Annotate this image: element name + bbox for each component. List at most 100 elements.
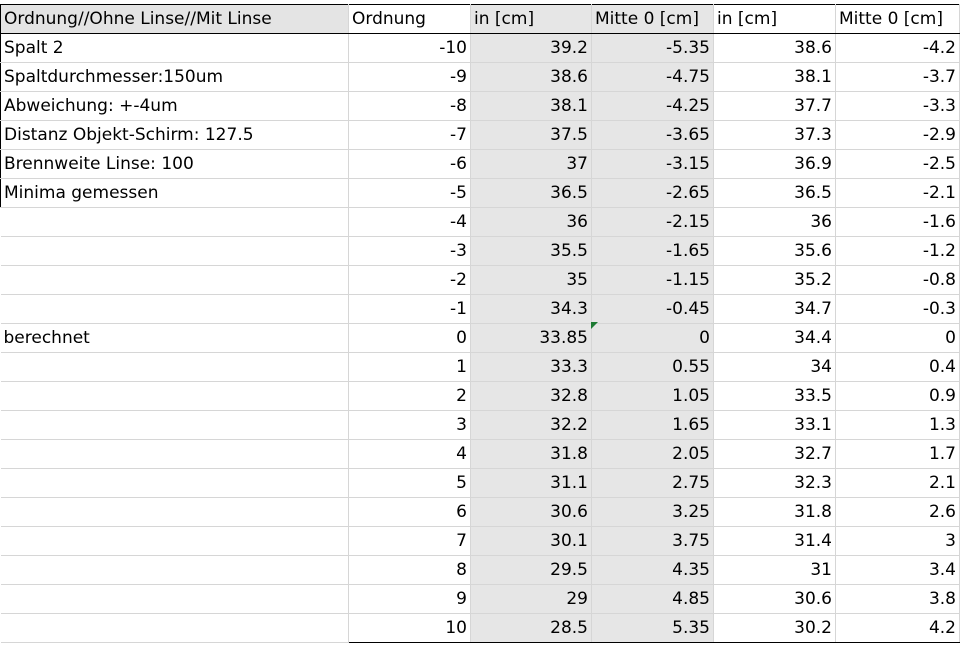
note-cell[interactable] (0, 207, 349, 237)
ordnung-cell[interactable]: -10 (348, 33, 471, 63)
mit-mitte-cell[interactable]: 0.4 (835, 352, 960, 382)
header-cell-mit-in[interactable]: in [cm] (713, 4, 836, 34)
note-cell[interactable] (0, 497, 349, 527)
note-cell[interactable] (0, 410, 349, 440)
header-cell-ohne-in[interactable]: in [cm] (470, 4, 592, 34)
ohne-in-cell[interactable]: 37 (470, 149, 592, 179)
mit-mitte-cell[interactable]: 1.7 (835, 439, 960, 469)
note-cell[interactable] (0, 526, 349, 556)
ohne-in-cell[interactable]: 31.1 (470, 468, 592, 498)
mit-in-cell[interactable]: 32.7 (713, 439, 836, 469)
ohne-in-cell[interactable]: 30.1 (470, 526, 592, 556)
ohne-in-cell[interactable]: 33.3 (470, 352, 592, 382)
mit-in-cell[interactable]: 37.7 (713, 91, 836, 121)
ordnung-cell[interactable]: 2 (348, 381, 471, 411)
note-cell[interactable]: Distanz Objekt-Schirm: 127.5 (0, 120, 349, 150)
ohne-mitte-cell[interactable]: 1.65 (591, 410, 714, 440)
mit-in-cell[interactable]: 31 (713, 555, 836, 585)
mit-in-cell[interactable]: 34 (713, 352, 836, 382)
mit-in-cell[interactable]: 36.9 (713, 149, 836, 179)
note-cell[interactable] (0, 294, 349, 324)
ohne-mitte-cell[interactable]: 3.25 (591, 497, 714, 527)
mit-in-cell[interactable]: 34.4 (713, 323, 836, 353)
ohne-in-cell[interactable]: 34.3 (470, 294, 592, 324)
mit-in-cell[interactable]: 35.2 (713, 265, 836, 295)
ohne-mitte-cell[interactable]: 5.35 (591, 613, 714, 643)
mit-in-cell[interactable]: 33.1 (713, 410, 836, 440)
ordnung-cell[interactable]: 4 (348, 439, 471, 469)
header-cell-notes[interactable]: Ordnung//Ohne Linse//Mit Linse (0, 4, 349, 34)
ordnung-cell[interactable]: -1 (348, 294, 471, 324)
ohne-in-cell[interactable]: 30.6 (470, 497, 592, 527)
header-cell-mit-mitte[interactable]: Mitte 0 [cm] (835, 4, 960, 34)
ohne-in-cell[interactable]: 35 (470, 265, 592, 295)
ohne-mitte-cell[interactable]: -4.25 (591, 91, 714, 121)
ordnung-cell[interactable]: 10 (348, 613, 471, 643)
ohne-mitte-cell[interactable]: 2.05 (591, 439, 714, 469)
ohne-in-cell[interactable]: 38.1 (470, 91, 592, 121)
mit-mitte-cell[interactable]: 2.1 (835, 468, 960, 498)
ohne-in-cell[interactable]: 29 (470, 584, 592, 614)
ohne-in-cell[interactable]: 37.5 (470, 120, 592, 150)
ohne-in-cell[interactable]: 29.5 (470, 555, 592, 585)
mit-in-cell[interactable]: 30.2 (713, 613, 836, 643)
ohne-mitte-cell[interactable]: -1.65 (591, 236, 714, 266)
ohne-in-cell[interactable]: 38.6 (470, 62, 592, 92)
mit-mitte-cell[interactable]: -0.3 (835, 294, 960, 324)
note-cell[interactable] (0, 468, 349, 498)
note-cell[interactable] (0, 236, 349, 266)
ordnung-cell[interactable]: -4 (348, 207, 471, 237)
ordnung-cell[interactable]: 1 (348, 352, 471, 382)
note-cell[interactable]: Abweichung: +-4um (0, 91, 349, 121)
ordnung-cell[interactable]: -2 (348, 265, 471, 295)
ohne-mitte-cell[interactable]: -2.15 (591, 207, 714, 237)
mit-mitte-cell[interactable]: -1.6 (835, 207, 960, 237)
note-cell[interactable]: Minima gemessen (0, 178, 349, 208)
ohne-in-cell[interactable]: 35.5 (470, 236, 592, 266)
ohne-mitte-cell[interactable]: 0.55 (591, 352, 714, 382)
mit-mitte-cell[interactable]: 0 (835, 323, 960, 353)
ohne-mitte-cell[interactable]: 4.35 (591, 555, 714, 585)
mit-in-cell[interactable]: 31.4 (713, 526, 836, 556)
ohne-mitte-cell[interactable]: -4.75 (591, 62, 714, 92)
mit-in-cell[interactable]: 36.5 (713, 178, 836, 208)
mit-mitte-cell[interactable]: -0.8 (835, 265, 960, 295)
ordnung-cell[interactable]: -6 (348, 149, 471, 179)
ohne-mitte-cell[interactable]: -0.45 (591, 294, 714, 324)
ordnung-cell[interactable]: 9 (348, 584, 471, 614)
ohne-mitte-cell[interactable]: 0 (591, 323, 714, 353)
ohne-mitte-cell[interactable]: 1.05 (591, 381, 714, 411)
ohne-mitte-cell[interactable]: 4.85 (591, 584, 714, 614)
mit-mitte-cell[interactable]: -3.3 (835, 91, 960, 121)
mit-mitte-cell[interactable]: -3.7 (835, 62, 960, 92)
mit-mitte-cell[interactable]: 3.8 (835, 584, 960, 614)
note-cell[interactable]: Spalt 2 (0, 33, 349, 63)
note-cell[interactable]: Brennweite Linse: 100 (0, 149, 349, 179)
mit-in-cell[interactable]: 36 (713, 207, 836, 237)
ordnung-cell[interactable]: -5 (348, 178, 471, 208)
mit-in-cell[interactable]: 37.3 (713, 120, 836, 150)
ohne-mitte-cell[interactable]: 3.75 (591, 526, 714, 556)
mit-in-cell[interactable]: 38.1 (713, 62, 836, 92)
note-cell[interactable] (0, 352, 349, 382)
mit-mitte-cell[interactable]: -2.5 (835, 149, 960, 179)
header-cell-ohne-mitte[interactable]: Mitte 0 [cm] (591, 4, 714, 34)
mit-in-cell[interactable]: 38.6 (713, 33, 836, 63)
ohne-in-cell[interactable]: 36.5 (470, 178, 592, 208)
ordnung-cell[interactable]: 8 (348, 555, 471, 585)
note-cell[interactable] (0, 613, 349, 643)
ohne-mitte-cell[interactable]: 2.75 (591, 468, 714, 498)
note-cell[interactable]: Spaltdurchmesser:150um (0, 62, 349, 92)
note-cell[interactable] (0, 265, 349, 295)
mit-in-cell[interactable]: 31.8 (713, 497, 836, 527)
mit-in-cell[interactable]: 34.7 (713, 294, 836, 324)
ordnung-cell[interactable]: 6 (348, 497, 471, 527)
mit-mitte-cell[interactable]: 1.3 (835, 410, 960, 440)
ordnung-cell[interactable]: 5 (348, 468, 471, 498)
ordnung-cell[interactable]: -7 (348, 120, 471, 150)
note-cell[interactable] (0, 584, 349, 614)
ordnung-cell[interactable]: -3 (348, 236, 471, 266)
ohne-mitte-cell[interactable]: -3.65 (591, 120, 714, 150)
mit-in-cell[interactable]: 33.5 (713, 381, 836, 411)
mit-mitte-cell[interactable]: 2.6 (835, 497, 960, 527)
